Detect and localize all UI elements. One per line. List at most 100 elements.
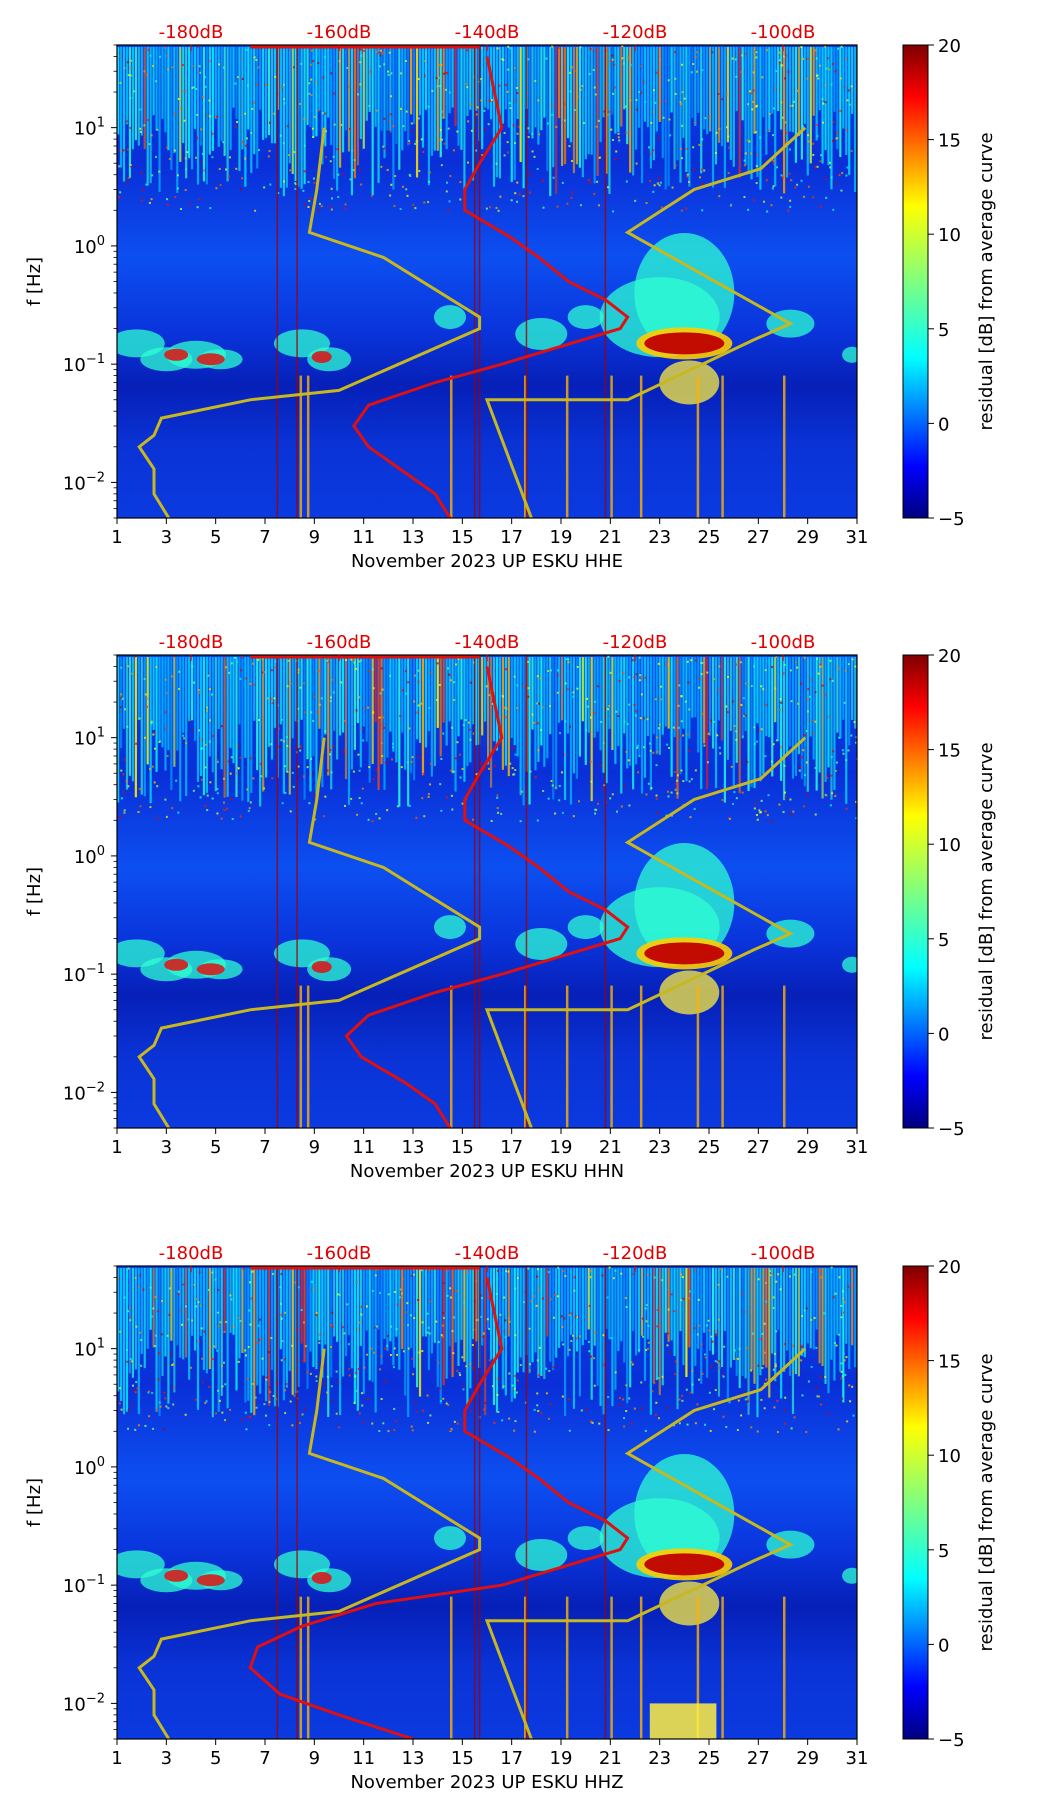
spectrogram-image — [117, 1266, 857, 1739]
colorbar: −5 0 5 10 15 20 residual [dB] from average cur… — [902, 646, 997, 1140]
x-tick-label: 21 — [599, 1748, 622, 1769]
x-tick-label: 11 — [352, 1137, 375, 1158]
x-tick-label: 9 — [309, 1137, 320, 1158]
x-tick-label: 11 — [352, 527, 375, 548]
x-tick-label: 17 — [500, 1137, 523, 1158]
x-tick-label: 19 — [550, 527, 573, 548]
top-db-label: -120dB — [603, 1243, 668, 1264]
colorbar-tick-label: 5 — [938, 930, 949, 951]
x-tick-label: 19 — [550, 1748, 573, 1769]
x-tick-label: 13 — [402, 527, 425, 548]
colorbar-gradient — [902, 44, 929, 519]
spectrogram-image — [117, 45, 857, 518]
x-tick-label: 13 — [402, 1748, 425, 1769]
x-tick-label: 31 — [846, 1137, 869, 1158]
top-db-label: -120dB — [603, 632, 668, 653]
colorbar-tick-label: 10 — [938, 835, 961, 856]
top-db-label: -140dB — [455, 1243, 520, 1264]
colorbar-tick-label: 0 — [938, 414, 949, 435]
x-tick-label: 27 — [747, 1748, 770, 1769]
x-tick-label: 9 — [309, 527, 320, 548]
x-tick-label: 11 — [352, 1748, 375, 1769]
y-tick-label: 101 — [74, 116, 105, 140]
y-tick-label: 10−1 — [63, 962, 105, 986]
x-tick-label: 3 — [161, 1748, 172, 1769]
x-tick-label: 9 — [309, 1748, 320, 1769]
x-tick-label: 5 — [210, 1137, 221, 1158]
x-tick-label: 29 — [796, 527, 819, 548]
top-db-label: -100dB — [751, 632, 816, 653]
x-tick-label: 15 — [451, 527, 474, 548]
colorbar-tick-label: 5 — [938, 1541, 949, 1562]
average-psd-curve — [344, 666, 630, 1128]
colorbar-tick-label: 10 — [938, 1446, 961, 1467]
colorbar-tick-label: −5 — [938, 509, 965, 530]
x-tick-label: 29 — [796, 1748, 819, 1769]
colorbar-tick-label: 5 — [938, 320, 949, 341]
x-tick-label: 25 — [698, 1748, 721, 1769]
colorbar-label: residual [dB] from average curve — [976, 132, 997, 430]
noise-model-high-curve — [484, 126, 807, 518]
colorbar: −5 0 5 10 15 20 residual [dB] from average cur… — [902, 36, 997, 530]
x-tick-label: 23 — [648, 1748, 671, 1769]
x-tick-label: 17 — [500, 1748, 523, 1769]
colorbar-tick-label: −5 — [938, 1730, 965, 1751]
x-tick-label: 5 — [210, 1748, 221, 1769]
x-tick-label: 3 — [161, 1137, 172, 1158]
x-tick-label: 13 — [402, 1137, 425, 1158]
noise-model-low-curve — [137, 737, 482, 1128]
x-tick-label: 23 — [648, 1137, 671, 1158]
colorbar-gradient — [902, 1265, 929, 1740]
y-tick-label: 100 — [74, 1455, 105, 1479]
colorbar-tick-label: 10 — [938, 225, 961, 246]
y-tick-label: 100 — [74, 234, 105, 258]
x-tick-label: 27 — [747, 527, 770, 548]
colorbar-tick-label: 20 — [938, 646, 961, 667]
top-db-label: -160dB — [307, 632, 372, 653]
colorbar-tick-label: 15 — [938, 131, 961, 152]
colorbar: −5 0 5 10 15 20 residual [dB] from average cur… — [902, 1257, 997, 1751]
top-db-label: -100dB — [751, 1243, 816, 1264]
average-psd-curve — [351, 56, 630, 518]
x-tick-label: 7 — [259, 527, 270, 548]
x-axis-label: November 2023 UP ESKU HHE — [351, 551, 623, 572]
top-db-label: -180dB — [159, 22, 224, 43]
x-tick-label: 29 — [796, 1137, 819, 1158]
colorbar-tick-label: 0 — [938, 1635, 949, 1656]
x-tick-label: 7 — [259, 1748, 270, 1769]
colorbar-tick-label: 20 — [938, 36, 961, 57]
x-tick-label: 3 — [161, 527, 172, 548]
colorbar-tick-label: 15 — [938, 1352, 961, 1373]
top-db-label: -120dB — [603, 22, 668, 43]
y-tick-label: 101 — [74, 726, 105, 750]
top-db-label: -140dB — [455, 632, 520, 653]
noise-model-high-curve — [484, 1347, 807, 1739]
x-tick-label: 1 — [111, 1137, 122, 1158]
x-tick-label: 31 — [846, 527, 869, 548]
top-db-label: -140dB — [455, 22, 520, 43]
top-db-label: -160dB — [307, 22, 372, 43]
x-tick-label: 21 — [599, 527, 622, 548]
y-tick-label: 101 — [74, 1337, 105, 1361]
y-axis-label: f [Hz] — [24, 1478, 45, 1527]
x-tick-label: 31 — [846, 1748, 869, 1769]
x-axis-label: November 2023 UP ESKU HHN — [350, 1161, 624, 1182]
y-tick-label: 10−2 — [63, 1080, 105, 1104]
colorbar-label: residual [dB] from average curve — [976, 1353, 997, 1651]
x-tick-label: 15 — [451, 1137, 474, 1158]
y-axis-label: f [Hz] — [24, 867, 45, 916]
y-axis-label: f [Hz] — [24, 257, 45, 306]
colorbar-tick-label: −5 — [938, 1119, 965, 1140]
x-tick-label: 23 — [648, 527, 671, 548]
x-tick-label: 19 — [550, 1137, 573, 1158]
average-psd-curve — [248, 1277, 630, 1739]
colorbar-tick-label: 15 — [938, 741, 961, 762]
y-tick-label: 10−1 — [63, 352, 105, 376]
x-tick-label: 21 — [599, 1137, 622, 1158]
x-tick-label: 5 — [210, 527, 221, 548]
x-tick-label: 1 — [111, 1748, 122, 1769]
